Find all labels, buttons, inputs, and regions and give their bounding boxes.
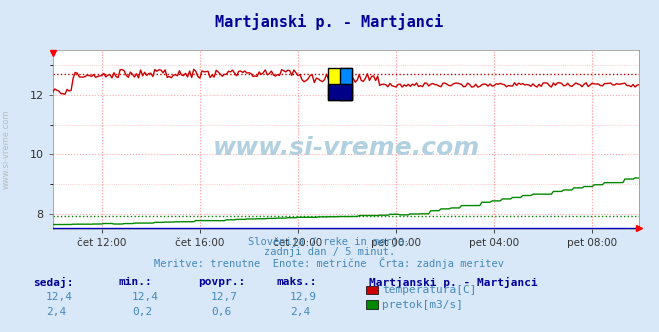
Text: povpr.:: povpr.: xyxy=(198,277,245,287)
Text: www.si-vreme.com: www.si-vreme.com xyxy=(2,110,11,189)
Text: min.:: min.: xyxy=(119,277,152,287)
FancyBboxPatch shape xyxy=(328,84,352,100)
Text: 12,9: 12,9 xyxy=(290,292,317,302)
Text: Slovenija / reke in morje.: Slovenija / reke in morje. xyxy=(248,237,411,247)
Text: Martjanski p. - Martjanci: Martjanski p. - Martjanci xyxy=(215,13,444,30)
Text: maks.:: maks.: xyxy=(277,277,317,287)
Text: zadnji dan / 5 minut.: zadnji dan / 5 minut. xyxy=(264,247,395,257)
Text: Meritve: trenutne  Enote: metrične  Črta: zadnja meritev: Meritve: trenutne Enote: metrične Črta: … xyxy=(154,257,505,269)
FancyBboxPatch shape xyxy=(340,68,352,100)
Text: pretok[m3/s]: pretok[m3/s] xyxy=(382,300,463,310)
Text: sedaj:: sedaj: xyxy=(33,277,73,288)
FancyBboxPatch shape xyxy=(328,68,352,100)
Text: 0,2: 0,2 xyxy=(132,307,152,317)
Text: 12,7: 12,7 xyxy=(211,292,238,302)
Text: Martjanski p. - Martjanci: Martjanski p. - Martjanci xyxy=(369,277,538,288)
Text: www.si-vreme.com: www.si-vreme.com xyxy=(212,136,480,160)
Text: 0,6: 0,6 xyxy=(211,307,231,317)
Text: 2,4: 2,4 xyxy=(290,307,310,317)
Text: temperatura[C]: temperatura[C] xyxy=(382,285,476,295)
Text: 12,4: 12,4 xyxy=(46,292,73,302)
Text: 2,4: 2,4 xyxy=(46,307,67,317)
Text: 12,4: 12,4 xyxy=(132,292,159,302)
